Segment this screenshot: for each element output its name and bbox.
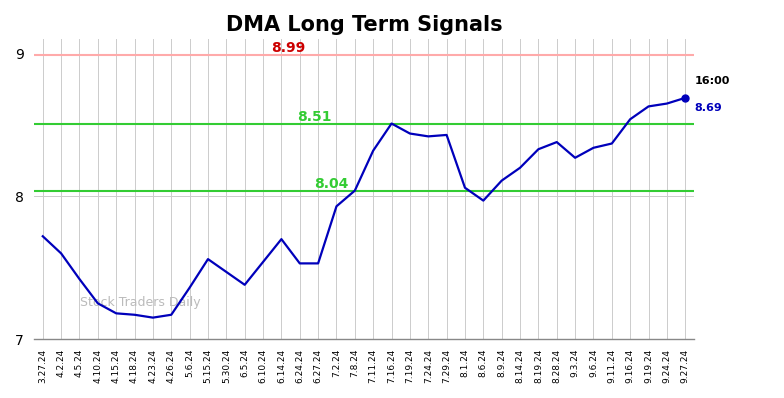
Text: Stock Traders Daily: Stock Traders Daily <box>80 296 201 309</box>
Text: 8.69: 8.69 <box>695 103 722 113</box>
Text: 8.51: 8.51 <box>297 109 332 123</box>
Text: 16:00: 16:00 <box>695 76 730 86</box>
Text: 8.04: 8.04 <box>314 177 348 191</box>
Text: 8.99: 8.99 <box>271 41 305 55</box>
Title: DMA Long Term Signals: DMA Long Term Signals <box>226 15 503 35</box>
